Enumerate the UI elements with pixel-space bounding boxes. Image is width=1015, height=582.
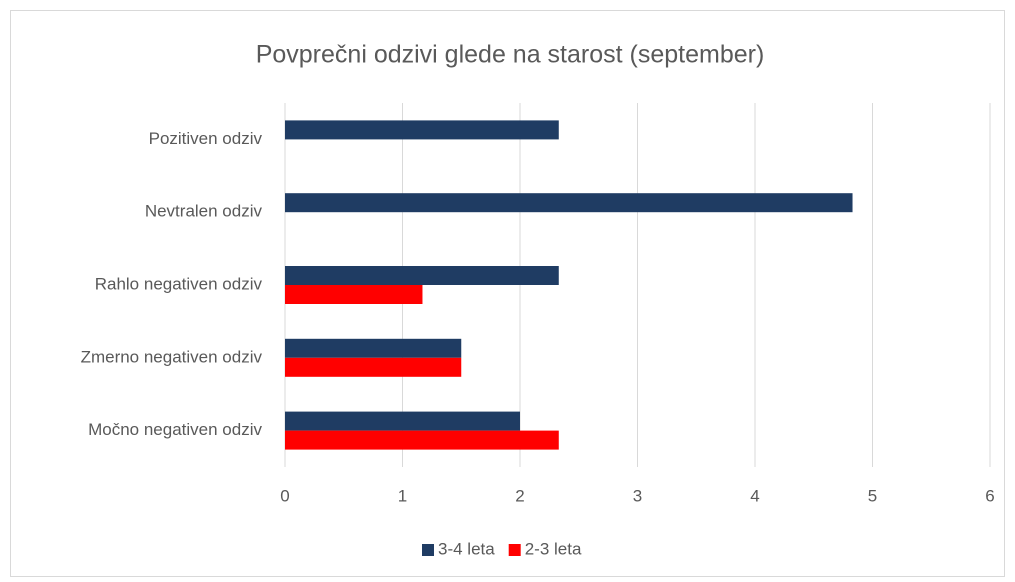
bar	[285, 411, 520, 431]
bar	[285, 266, 559, 285]
bar	[285, 357, 462, 377]
legend-label: 3-4 leta	[438, 539, 495, 558]
bar	[285, 338, 462, 358]
x-tick-label: 3	[633, 486, 642, 505]
bar	[285, 430, 559, 450]
x-tick-label: 0	[280, 486, 289, 505]
y-tick-label: Zmerno negativen odziv	[81, 347, 263, 366]
y-tick-label: Močno negativen odziv	[88, 420, 262, 439]
y-tick-label: Pozitiven odziv	[149, 129, 263, 148]
chart-border	[10, 10, 1005, 577]
bar	[285, 285, 423, 304]
legend-label: 2-3 leta	[525, 539, 582, 558]
x-tick-label: 6	[985, 486, 994, 505]
chart-title: Povprečni odzivi glede na starost (septe…	[256, 41, 765, 69]
x-tick-label: 1	[398, 486, 407, 505]
bar	[285, 120, 559, 140]
x-tick-label: 5	[868, 486, 877, 505]
bar	[285, 193, 853, 213]
y-tick-label: Nevtralen odziv	[145, 202, 263, 221]
legend-swatch	[508, 544, 521, 556]
y-tick-label: Rahlo negativen odziv	[95, 274, 263, 293]
legend-swatch	[422, 544, 434, 556]
x-tick-label: 4	[750, 486, 759, 505]
x-tick-label: 2	[515, 486, 524, 505]
